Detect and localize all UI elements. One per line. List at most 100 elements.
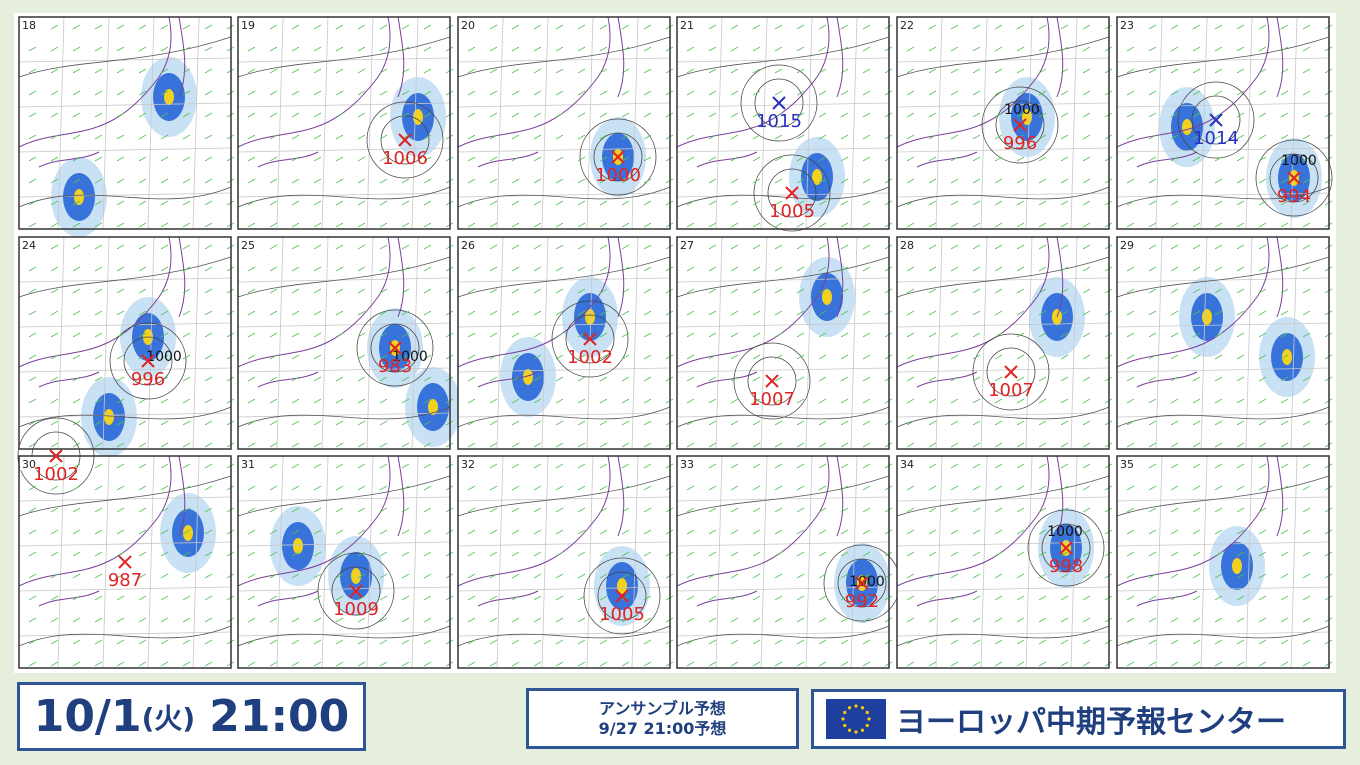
wind-vector bbox=[818, 376, 827, 382]
wind-vector bbox=[1236, 24, 1245, 30]
wind-vector bbox=[313, 376, 322, 382]
wind-vector bbox=[1060, 200, 1069, 206]
wind-vector bbox=[138, 288, 147, 294]
wind-vector bbox=[1082, 178, 1091, 184]
wind-vector bbox=[116, 222, 125, 228]
wind-vector bbox=[1236, 90, 1245, 96]
member-badge bbox=[459, 457, 476, 470]
wind-vector bbox=[1214, 442, 1223, 448]
precip-area bbox=[164, 89, 174, 105]
wind-vector bbox=[489, 463, 498, 469]
wind-vector bbox=[204, 617, 213, 623]
wind-vector bbox=[928, 68, 937, 74]
lat-lon-line bbox=[366, 16, 374, 230]
wind-vector bbox=[972, 222, 981, 228]
wind-vector bbox=[182, 420, 191, 426]
wind-vector bbox=[1236, 661, 1245, 667]
member-badge bbox=[239, 18, 256, 31]
wind-vector bbox=[269, 551, 278, 557]
wind-vector bbox=[423, 332, 432, 338]
wind-vector bbox=[94, 507, 103, 513]
lat-lon-line bbox=[896, 277, 1110, 283]
wind-vector bbox=[1038, 332, 1047, 338]
wind-vector bbox=[335, 46, 344, 52]
wind-vector bbox=[138, 90, 147, 96]
wind-vector bbox=[72, 332, 81, 338]
wind-vector bbox=[335, 178, 344, 184]
wind-vector bbox=[708, 617, 717, 623]
wind-vector bbox=[291, 222, 300, 228]
wind-vector bbox=[401, 529, 410, 535]
member-badge bbox=[898, 238, 915, 251]
wind-vector bbox=[577, 266, 586, 272]
wind-vector bbox=[1126, 112, 1135, 118]
wind-vector bbox=[138, 310, 147, 316]
wind-vector bbox=[182, 68, 191, 74]
wind-vector bbox=[928, 178, 937, 184]
wind-vector bbox=[1192, 134, 1201, 140]
wind-vector bbox=[1302, 222, 1311, 228]
wind-vector bbox=[972, 398, 981, 404]
wind-vector bbox=[994, 485, 1003, 491]
wind-vector bbox=[708, 529, 717, 535]
wind-vector bbox=[1236, 617, 1245, 623]
wind-vector bbox=[379, 573, 388, 579]
wind-vector bbox=[1126, 617, 1135, 623]
wind-vector bbox=[50, 617, 59, 623]
wind-vector bbox=[752, 639, 761, 645]
member-badge bbox=[1118, 18, 1135, 31]
wind-vector bbox=[840, 46, 849, 52]
wind-vector bbox=[972, 551, 981, 557]
wind-vector bbox=[796, 222, 805, 228]
wind-vector bbox=[752, 398, 761, 404]
wind-vector bbox=[467, 354, 476, 360]
wind-vector bbox=[533, 551, 542, 557]
wind-vector bbox=[796, 617, 805, 623]
wind-vector bbox=[204, 24, 213, 30]
lat-lon-line bbox=[276, 455, 284, 669]
wind-vector bbox=[1214, 68, 1223, 74]
wind-vector bbox=[116, 420, 125, 426]
low-pressure-label: 1007 bbox=[749, 389, 795, 410]
wind-vector bbox=[818, 178, 827, 184]
wind-vector bbox=[401, 639, 410, 645]
wind-vector bbox=[1280, 68, 1289, 74]
wind-vector bbox=[928, 310, 937, 316]
wind-vector bbox=[796, 310, 805, 316]
wind-vector bbox=[423, 266, 432, 272]
valid-date: 10/1 bbox=[33, 691, 142, 742]
wind-vector bbox=[138, 354, 147, 360]
wind-vector bbox=[291, 507, 300, 513]
wind-vector bbox=[467, 90, 476, 96]
wind-vector bbox=[1060, 639, 1069, 645]
wind-vector bbox=[774, 573, 783, 579]
wind-vector bbox=[1302, 354, 1311, 360]
wind-vector bbox=[1016, 24, 1025, 30]
wind-vector bbox=[1258, 200, 1267, 206]
wind-vector bbox=[291, 46, 300, 52]
wind-vector bbox=[1302, 420, 1311, 426]
wind-vector bbox=[335, 222, 344, 228]
wind-vector bbox=[1038, 288, 1047, 294]
wind-vector bbox=[1214, 354, 1223, 360]
wind-vector bbox=[160, 46, 169, 52]
wind-vector bbox=[599, 24, 608, 30]
wind-vector bbox=[928, 332, 937, 338]
wind-vector bbox=[840, 617, 849, 623]
wind-vector bbox=[138, 661, 147, 667]
member-badge bbox=[459, 238, 476, 251]
wind-vector bbox=[1016, 46, 1025, 52]
wind-vector bbox=[401, 463, 410, 469]
wind-vector bbox=[401, 222, 410, 228]
wind-vector bbox=[379, 24, 388, 30]
wind-vector bbox=[1082, 288, 1091, 294]
wind-vector bbox=[72, 595, 81, 601]
wind-vector bbox=[1038, 222, 1047, 228]
coastline bbox=[457, 455, 625, 607]
wind-vector bbox=[1192, 244, 1201, 250]
wind-vector bbox=[928, 156, 937, 162]
valid-hour: 21:00 bbox=[209, 691, 350, 742]
wind-vector bbox=[423, 134, 432, 140]
wind-vector bbox=[313, 24, 322, 30]
wind-vector bbox=[533, 595, 542, 601]
